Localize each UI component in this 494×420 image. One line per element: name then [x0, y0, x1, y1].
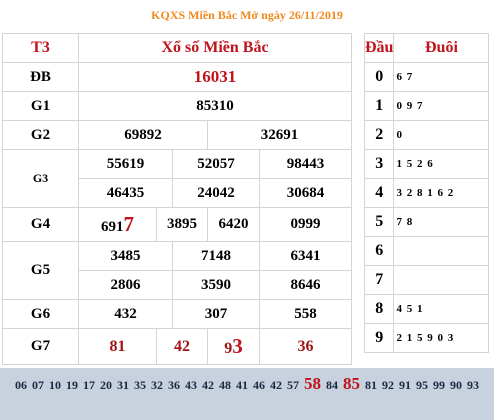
prize-value-g4: 6420 — [207, 207, 260, 242]
prize-value-g4: 3895 — [156, 207, 208, 242]
prize-label-g7: G7 — [2, 328, 79, 365]
loto-number: 85 — [343, 374, 360, 393]
prize-value-g3: 24042 — [172, 178, 260, 208]
loto-number: 35 — [134, 378, 146, 392]
loto-number: 42 — [270, 378, 282, 392]
loto-number: 32 — [151, 378, 163, 392]
prize-g4-prefix: 691 — [101, 219, 124, 235]
loto-number: 81 — [365, 378, 377, 392]
prize-value-g5: 8646 — [259, 270, 352, 300]
prize-label-g3: G3 — [2, 149, 79, 208]
loto-number: 19 — [66, 378, 78, 392]
dau-cell: 8 — [363, 294, 395, 324]
loto-number: 41 — [236, 378, 248, 392]
loto-number: 95 — [416, 378, 428, 392]
prize-value-g4: 0999 — [259, 207, 352, 242]
dau-cell: 9 — [363, 323, 395, 353]
loto-number: 06 — [15, 378, 27, 392]
prize-value-g5: 2806 — [78, 270, 173, 300]
dau-header: Đầu — [363, 33, 395, 63]
prize-value-g7: 36 — [259, 328, 352, 365]
prize-value-g3: 30684 — [259, 178, 352, 208]
loto-number: 57 — [287, 378, 299, 392]
prize-value-g3: 55619 — [78, 149, 173, 179]
dau-cell: 0 — [363, 62, 395, 92]
loto-number: 48 — [219, 378, 231, 392]
loto-number: 93 — [467, 378, 479, 392]
results-title: KQXS Miền Bắc Mở ngày 26/11/2019 — [151, 8, 343, 22]
loto-number: 42 — [202, 378, 214, 392]
duoi-cell: 4 5 1 — [393, 294, 490, 324]
prize-value-g5: 6341 — [259, 241, 352, 271]
prize-value-g3: 46435 — [78, 178, 173, 208]
prize-value-g5: 3590 — [172, 270, 260, 300]
prize-value-g7: 81 — [78, 328, 157, 365]
prize-value-g7: 42 — [156, 328, 208, 365]
prize-label-g5: G5 — [2, 241, 79, 300]
duoi-cell — [393, 236, 490, 266]
duoi-cell: 0 — [393, 120, 490, 150]
prize-label-g1: G1 — [2, 91, 79, 121]
duoi-cell: 2 1 5 9 0 3 — [393, 323, 490, 353]
prize-table: T3 Xổ số Miền Bắc ĐB 16031 G1 85310 G2 6… — [2, 33, 352, 365]
prize-value-g7: 93 — [207, 328, 260, 365]
prize-label-db: ĐB — [2, 62, 79, 92]
duoi-cell: 1 5 2 6 — [393, 149, 490, 179]
duoi-cell: 6 7 — [393, 62, 490, 92]
dau-cell: 5 — [363, 207, 395, 237]
prize-g7-prefix: 9 — [224, 340, 233, 357]
loto-number: 91 — [399, 378, 411, 392]
prize-value-g6: 432 — [78, 299, 173, 329]
loto-number-list: 06 07 10 19 17 20 31 35 32 36 43 42 48 4… — [0, 368, 494, 420]
loto-number: 90 — [450, 378, 462, 392]
loto-number: 10 — [49, 378, 61, 392]
loto-number: 36 — [168, 378, 180, 392]
loto-number: 17 — [83, 378, 95, 392]
dau-cell: 7 — [363, 265, 395, 295]
prize-label-g4: G4 — [2, 207, 79, 242]
dau-cell: 3 — [363, 149, 395, 179]
loto-number: 92 — [382, 378, 394, 392]
prize-label-g6: G6 — [2, 299, 79, 329]
prize-g4-last-digit: 7 — [123, 212, 135, 236]
prize-value-g3: 52057 — [172, 149, 260, 179]
prize-value-g6: 307 — [172, 299, 260, 329]
loto-number: 07 — [32, 378, 44, 392]
prize-value-g6: 558 — [259, 299, 352, 329]
loto-number: 84 — [326, 378, 338, 392]
prize-value-g4: 6917 — [78, 207, 157, 242]
prize-value-g5: 3485 — [78, 241, 173, 271]
prize-value-g1: 85310 — [78, 91, 352, 121]
dau-cell: 6 — [363, 236, 395, 266]
prize-value-g5: 7148 — [172, 241, 260, 271]
prize-value-g2: 69892 — [78, 120, 208, 150]
loto-number: 43 — [185, 378, 197, 392]
prize-value-g2: 32691 — [207, 120, 352, 150]
region-header: Xổ số Miền Bắc — [78, 33, 352, 63]
prize-value-g3: 98443 — [259, 149, 352, 179]
dau-cell: 4 — [363, 178, 395, 208]
loto-number: 58 — [304, 374, 321, 393]
duoi-cell: 3 2 8 1 6 2 — [393, 178, 490, 208]
loto-number: 46 — [253, 378, 265, 392]
duoi-cell: 0 9 7 — [393, 91, 490, 121]
day-header: T3 — [2, 33, 79, 63]
duoi-cell: 7 8 — [393, 207, 490, 237]
loto-number: 99 — [433, 378, 445, 392]
loto-number: 31 — [117, 378, 129, 392]
prize-value-db: 16031 — [78, 62, 352, 92]
prize-label-g2: G2 — [2, 120, 79, 150]
duoi-header: Đuôi — [393, 33, 490, 63]
prize-g7-last-digit: 3 — [232, 334, 243, 358]
loto-number: 20 — [100, 378, 112, 392]
dau-cell: 1 — [363, 91, 395, 121]
duoi-cell — [393, 265, 490, 295]
dau-cell: 2 — [363, 120, 395, 150]
